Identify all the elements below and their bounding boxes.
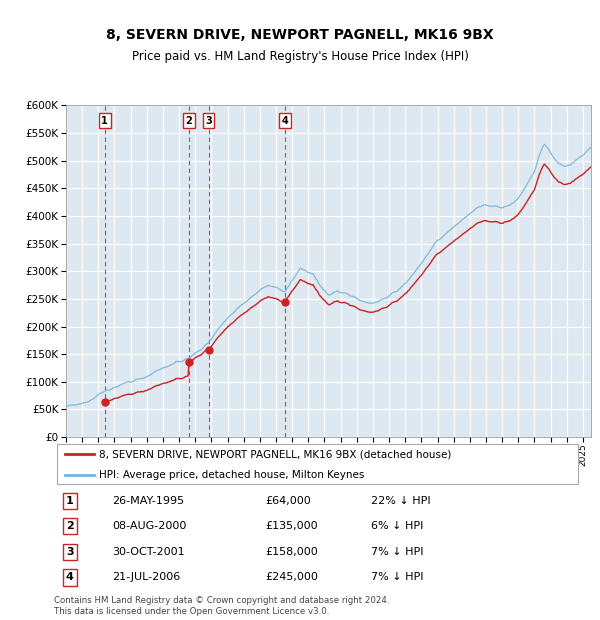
Text: 4: 4 bbox=[281, 116, 288, 126]
Text: 7% ↓ HPI: 7% ↓ HPI bbox=[371, 572, 424, 582]
Text: Price paid vs. HM Land Registry's House Price Index (HPI): Price paid vs. HM Land Registry's House … bbox=[131, 50, 469, 63]
Text: 1: 1 bbox=[101, 116, 108, 126]
Text: £158,000: £158,000 bbox=[265, 547, 318, 557]
Text: 2: 2 bbox=[66, 521, 74, 531]
Text: HPI: Average price, detached house, Milton Keynes: HPI: Average price, detached house, Milt… bbox=[99, 469, 364, 480]
Text: 2: 2 bbox=[185, 116, 192, 126]
Text: 7% ↓ HPI: 7% ↓ HPI bbox=[371, 547, 424, 557]
Text: 22% ↓ HPI: 22% ↓ HPI bbox=[371, 496, 430, 506]
Text: 26-MAY-1995: 26-MAY-1995 bbox=[112, 496, 184, 506]
Text: £245,000: £245,000 bbox=[265, 572, 318, 582]
Text: 8, SEVERN DRIVE, NEWPORT PAGNELL, MK16 9BX: 8, SEVERN DRIVE, NEWPORT PAGNELL, MK16 9… bbox=[106, 28, 494, 42]
Text: 3: 3 bbox=[66, 547, 74, 557]
Text: 4: 4 bbox=[66, 572, 74, 582]
Text: 3: 3 bbox=[205, 116, 212, 126]
Text: 08-AUG-2000: 08-AUG-2000 bbox=[112, 521, 187, 531]
Text: 8, SEVERN DRIVE, NEWPORT PAGNELL, MK16 9BX (detached house): 8, SEVERN DRIVE, NEWPORT PAGNELL, MK16 9… bbox=[99, 449, 451, 459]
Text: 21-JUL-2006: 21-JUL-2006 bbox=[112, 572, 181, 582]
Text: 1: 1 bbox=[66, 496, 74, 506]
Text: Contains HM Land Registry data © Crown copyright and database right 2024.
This d: Contains HM Land Registry data © Crown c… bbox=[54, 596, 389, 616]
Text: 30-OCT-2001: 30-OCT-2001 bbox=[112, 547, 185, 557]
Text: 6% ↓ HPI: 6% ↓ HPI bbox=[371, 521, 423, 531]
Text: £64,000: £64,000 bbox=[265, 496, 311, 506]
Text: £135,000: £135,000 bbox=[265, 521, 318, 531]
FancyBboxPatch shape bbox=[56, 445, 578, 484]
